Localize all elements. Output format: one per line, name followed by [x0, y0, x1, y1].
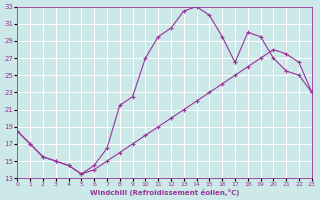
X-axis label: Windchill (Refroidissement éolien,°C): Windchill (Refroidissement éolien,°C) — [90, 189, 239, 196]
